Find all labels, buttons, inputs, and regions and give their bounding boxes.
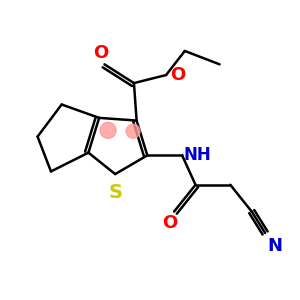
Text: O: O <box>93 44 108 62</box>
Text: S: S <box>108 184 122 202</box>
Text: O: O <box>163 214 178 232</box>
Text: N: N <box>268 237 283 255</box>
Text: NH: NH <box>184 146 211 164</box>
Circle shape <box>100 122 116 138</box>
Circle shape <box>126 124 140 138</box>
Text: O: O <box>170 66 185 84</box>
